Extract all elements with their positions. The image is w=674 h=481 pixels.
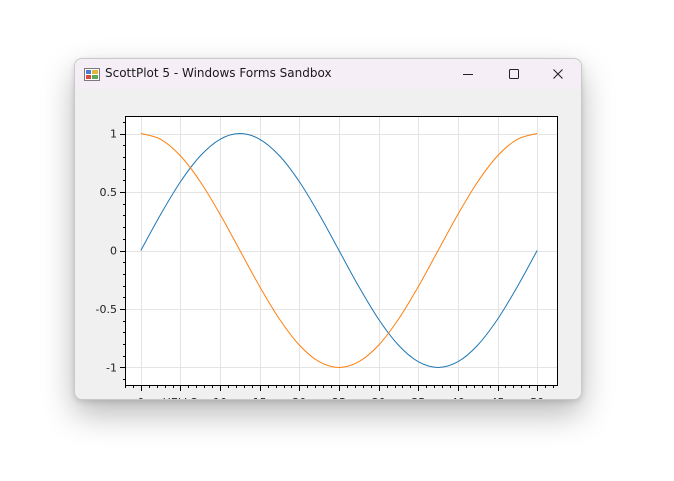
x-tick-label: 10 — [213, 396, 227, 399]
y-tick-label: 0.5 — [100, 186, 118, 199]
y-tick-label: 1 — [110, 128, 117, 141]
x-tick-label: 15 — [253, 396, 267, 399]
line-chart[interactable]: 0 HELLO 10 15 20 25 30 35 40 45 50 1 0.5 0 -0.5 -1 — [75, 89, 581, 399]
y-tick-label: 0 — [110, 245, 117, 258]
tick-labels: 0 HELLO 10 15 20 25 30 35 40 45 50 1 0.5 0 -0.5 -1 — [96, 128, 545, 399]
x-tick-label: 50 — [530, 396, 544, 399]
minor-tick-marks — [123, 122, 554, 388]
series-2-line — [140, 133, 538, 368]
x-tick-label: 40 — [451, 396, 465, 399]
close-button[interactable] — [535, 59, 581, 89]
series-1-line — [140, 133, 538, 368]
y-tick-label: -0.5 — [96, 303, 117, 316]
x-tick-label: 30 — [372, 396, 386, 399]
plot-area[interactable]: 0 HELLO 10 15 20 25 30 35 40 45 50 1 0.5 0 -0.5 -1 — [75, 89, 581, 399]
x-tick-label: 0 — [137, 396, 144, 399]
close-icon — [552, 65, 564, 84]
scottplot-app-icon — [84, 66, 100, 82]
x-tick-label: HELLO — [163, 396, 199, 399]
minimize-button[interactable] — [445, 59, 491, 89]
maximize-button[interactable] — [491, 59, 537, 89]
window-title: ScottPlot 5 - Windows Forms Sandbox — [105, 66, 332, 80]
minimize-icon — [462, 65, 474, 84]
y-tick-label: -1 — [106, 361, 117, 374]
x-tick-label: 35 — [411, 396, 425, 399]
title-bar[interactable]: ScottPlot 5 - Windows Forms Sandbox — [75, 59, 581, 89]
app-window: ScottPlot 5 - Windows Forms Sandbox 0 HEL… — [74, 58, 582, 400]
x-tick-label: 25 — [332, 396, 346, 399]
x-tick-label: 20 — [292, 396, 306, 399]
major-tick-marks — [120, 134, 538, 391]
maximize-icon — [508, 65, 520, 84]
series-layer — [140, 133, 538, 368]
x-tick-label: 45 — [491, 396, 505, 399]
